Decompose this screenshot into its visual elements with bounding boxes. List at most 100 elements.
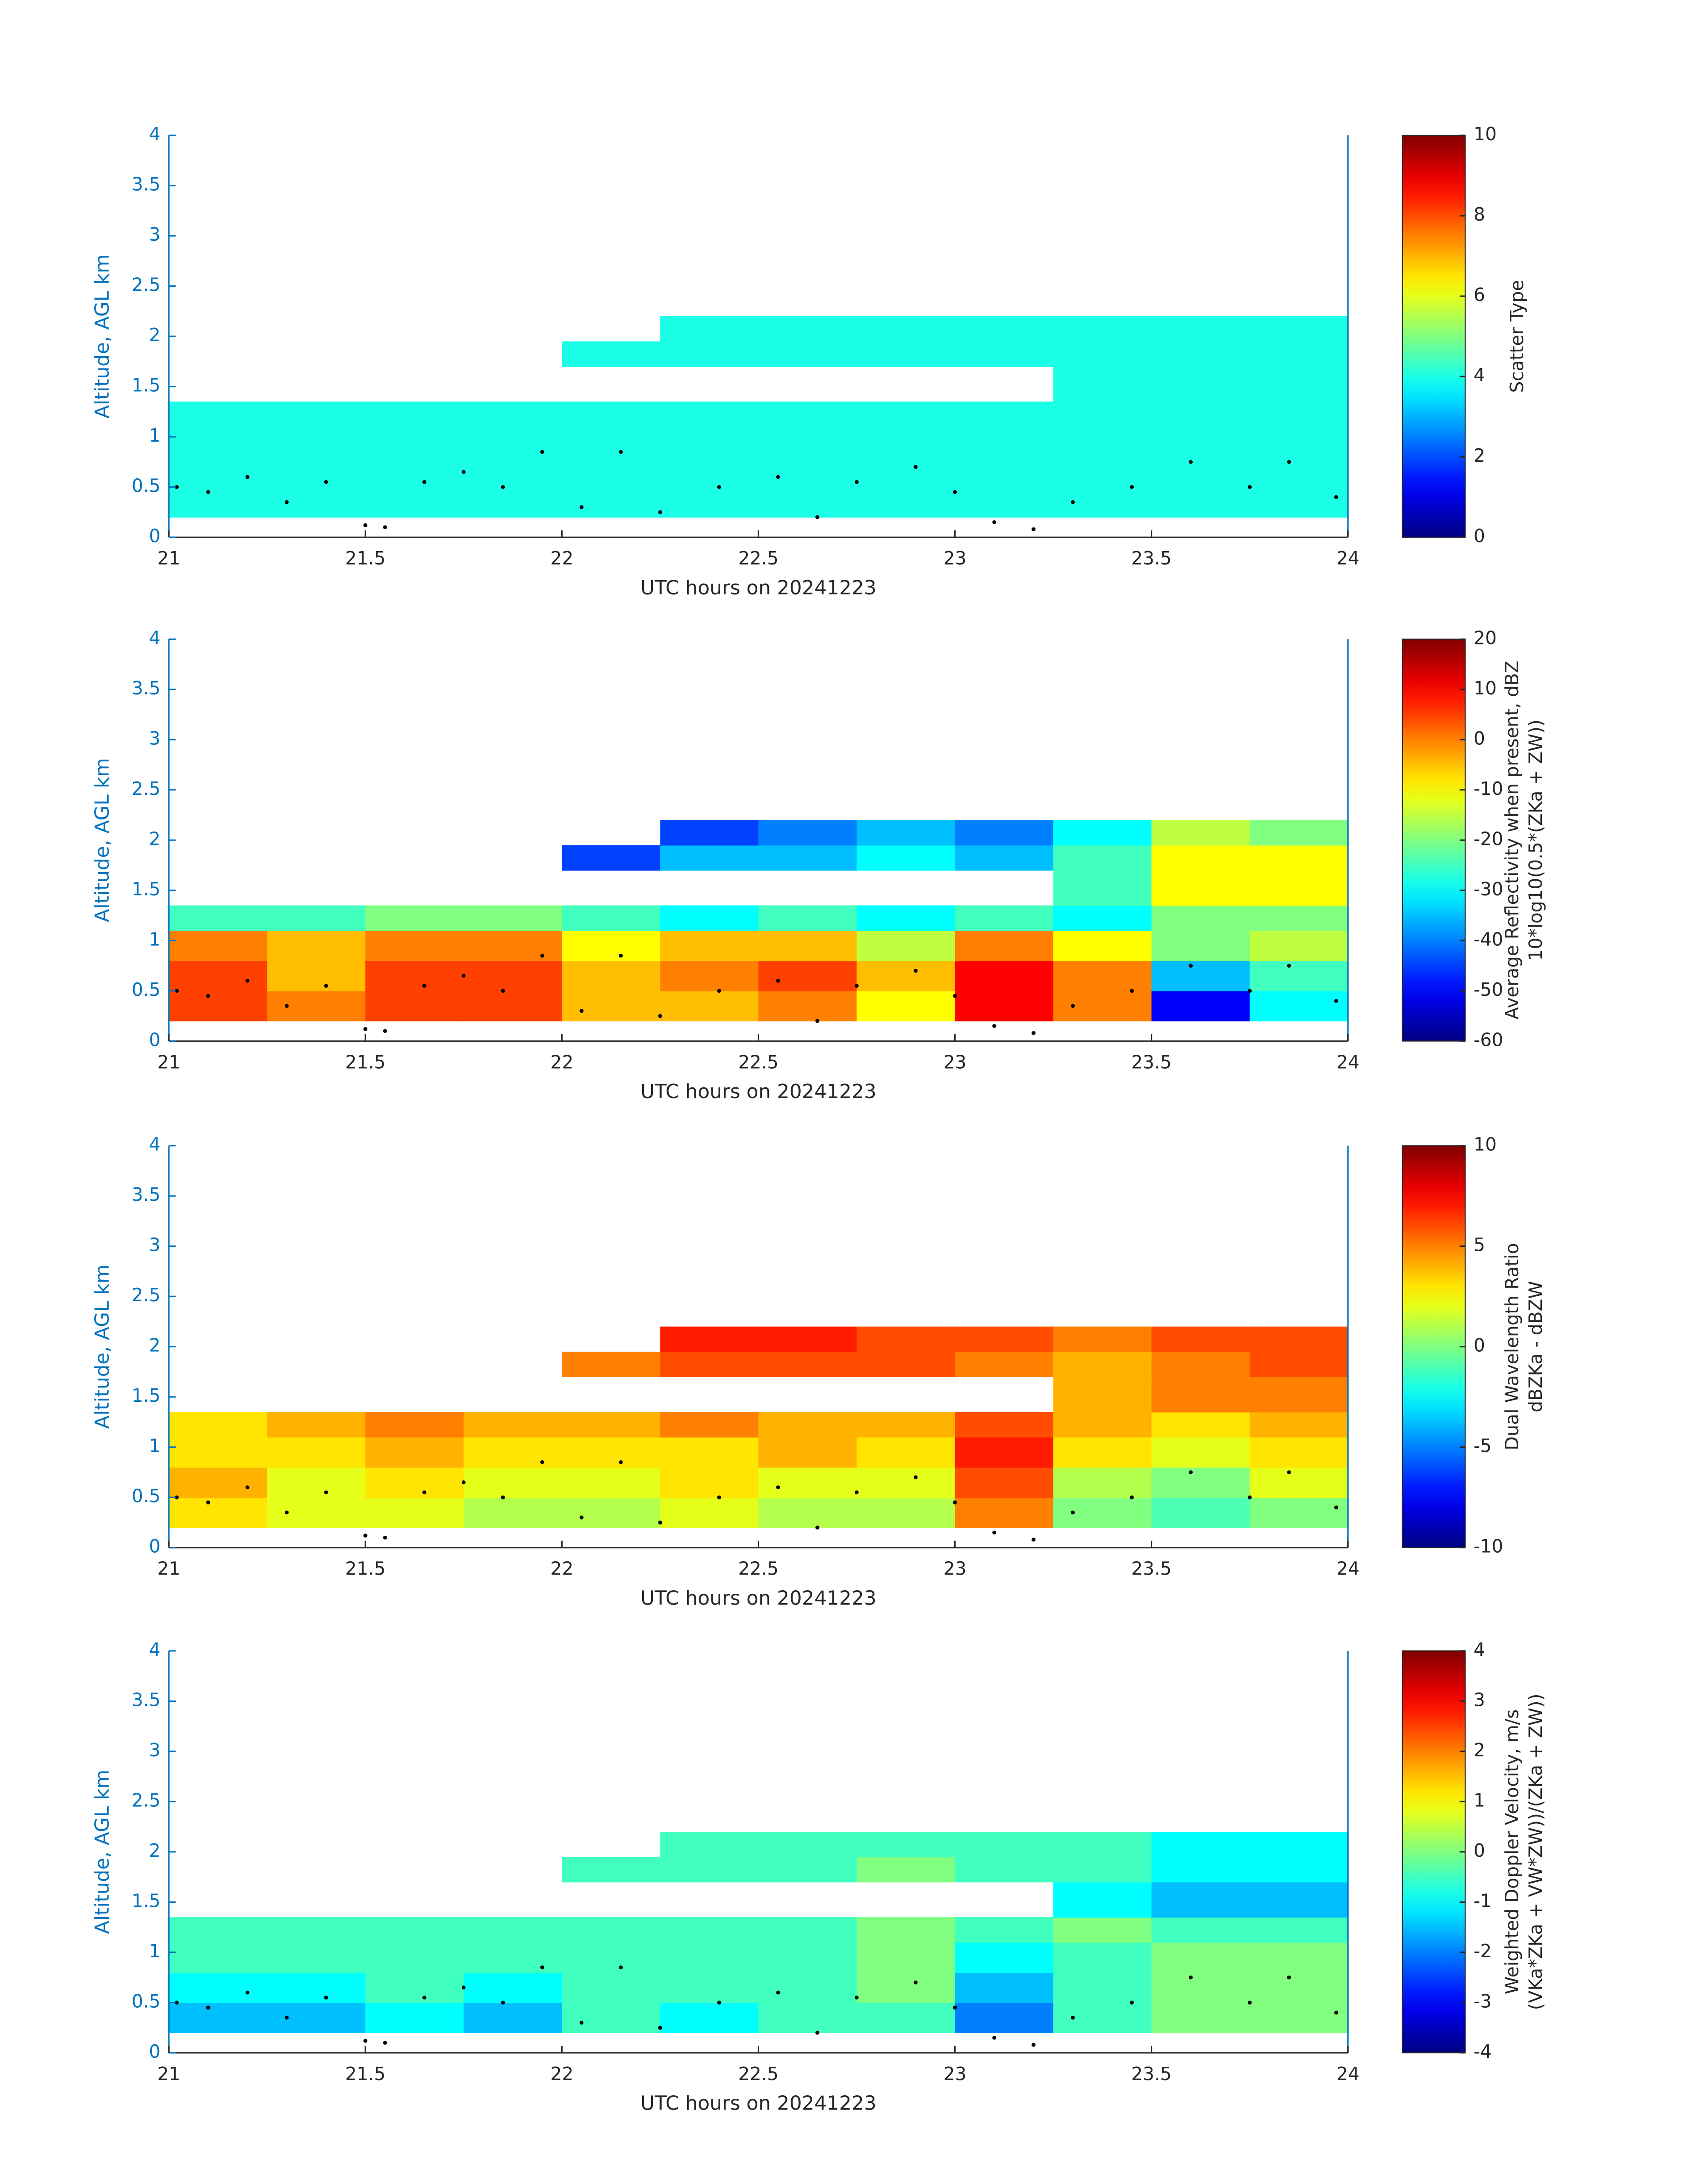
heatmap-cell [562,961,661,991]
y-tick-label: 0.5 [132,1485,161,1507]
heatmap-cell [1053,341,1152,367]
point [383,1535,387,1540]
heatmap-cell [562,1972,661,2003]
heatmap-cell [955,316,1054,342]
point [461,1480,466,1484]
colorbar-label: Scatter Type [1506,280,1528,393]
heatmap-cell [660,1831,759,1858]
heatmap-cell [856,457,956,488]
point [992,520,996,524]
heatmap-cell [1151,820,1250,846]
heatmap-cell [758,401,857,427]
heatmap-cell [267,1467,366,1498]
heatmap-cell [562,341,661,367]
point [618,1460,623,1464]
point [1031,1538,1036,1542]
y-tick-label: 2 [149,1840,161,1861]
heatmap-cell [1249,401,1349,427]
colorbar-tick-label: -1 [1474,1890,1492,1911]
point [1334,2010,1338,2015]
x-tick-label: 21.5 [345,1051,385,1073]
heatmap-cell [169,1497,268,1528]
point [1248,485,1252,489]
heatmap-cell [365,1917,464,1943]
heatmap-cell [1249,930,1349,961]
heatmap-cell [267,961,366,991]
point [914,1475,918,1479]
heatmap-cell [1053,930,1152,961]
colorbar-tick-label: 3 [1474,1689,1485,1710]
heatmap-cell [856,905,956,931]
x-tick-label: 23 [944,1051,967,1073]
heatmap-cell [464,1437,563,1468]
heatmap-cell [955,1917,1054,1943]
point [1287,460,1291,464]
heatmap-cell [856,1437,956,1468]
colorbar-tick-label: -10 [1474,1536,1503,1557]
y-tick-label: 0.5 [132,1990,161,2012]
heatmap-cell [856,1831,956,1858]
heatmap-cell [758,845,857,871]
heatmap-cell [856,2002,956,2033]
heatmap-cell [856,990,956,1022]
heatmap-cell [365,1942,464,1973]
heatmap-cell [365,1467,464,1498]
heatmap-cell [1151,1857,1250,1883]
heatmap-cell [758,2002,857,2033]
point [175,2001,179,2005]
colorbar [1402,134,1466,538]
y-axis-label: Altitude, AGL km [91,254,113,418]
heatmap-cell [267,990,366,1022]
heatmap-cell [464,426,563,458]
y-tick-label: 2.5 [132,274,161,296]
heatmap-cell [169,1972,268,2003]
y-tick-label: 1.5 [132,1385,161,1406]
heatmap-cell [1151,1351,1250,1378]
y-tick-label: 3 [149,224,161,245]
heatmap-cell [562,845,661,871]
heatmap-cell [1053,2002,1152,2033]
y-tick-label: 4 [149,1134,161,1155]
heatmap-cell [758,1972,857,2003]
point [206,2006,210,2010]
y-tick-label: 0 [149,525,161,547]
point [579,1515,584,1520]
heatmap-cell [1249,1857,1349,1883]
heatmap-cell [267,487,366,518]
point [618,953,623,958]
colorbar [1402,639,1466,1042]
heatmap-cell [169,961,268,991]
point [175,989,179,993]
heatmap-cell [562,1351,661,1378]
heatmap-cell [464,990,563,1022]
colorbar-label: 10*log10(0.5*(ZKa + ZW)) [1525,719,1546,961]
heatmap-cell [955,1467,1054,1498]
point [992,1530,996,1535]
heatmap-cell [169,905,268,931]
heatmap-cell [562,457,661,488]
heatmap-cell [1249,1972,1349,2003]
heatmap-cell [365,487,464,518]
heatmap-cell [562,426,661,458]
heatmap-cell [955,487,1054,518]
heatmap-cell [660,487,759,518]
y-tick-label: 1 [149,1435,161,1457]
heatmap-cell [365,1412,464,1438]
heatmap-cell [365,2002,464,2033]
heatmap-cell [1053,1326,1152,1352]
heatmap-cell [169,457,268,488]
y-tick-label: 0.5 [132,475,161,497]
y-tick-label: 2.5 [132,778,161,799]
colorbar-label: (VKa*ZKa + VW*ZW))/(ZKa + ZW)) [1525,1694,1546,2010]
heatmap-cell [169,930,268,961]
heatmap-cell [1053,1497,1152,1528]
heatmap-cell [660,990,759,1022]
heatmap-cell [856,487,956,518]
heatmap-cell [1053,990,1152,1022]
y-tick-label: 3.5 [132,1184,161,1205]
heatmap-cell [758,1497,857,1528]
heatmap-cell [758,426,857,458]
point [914,465,918,469]
heatmap-cell [955,1942,1054,1973]
x-tick-label: 24 [1336,1051,1360,1073]
